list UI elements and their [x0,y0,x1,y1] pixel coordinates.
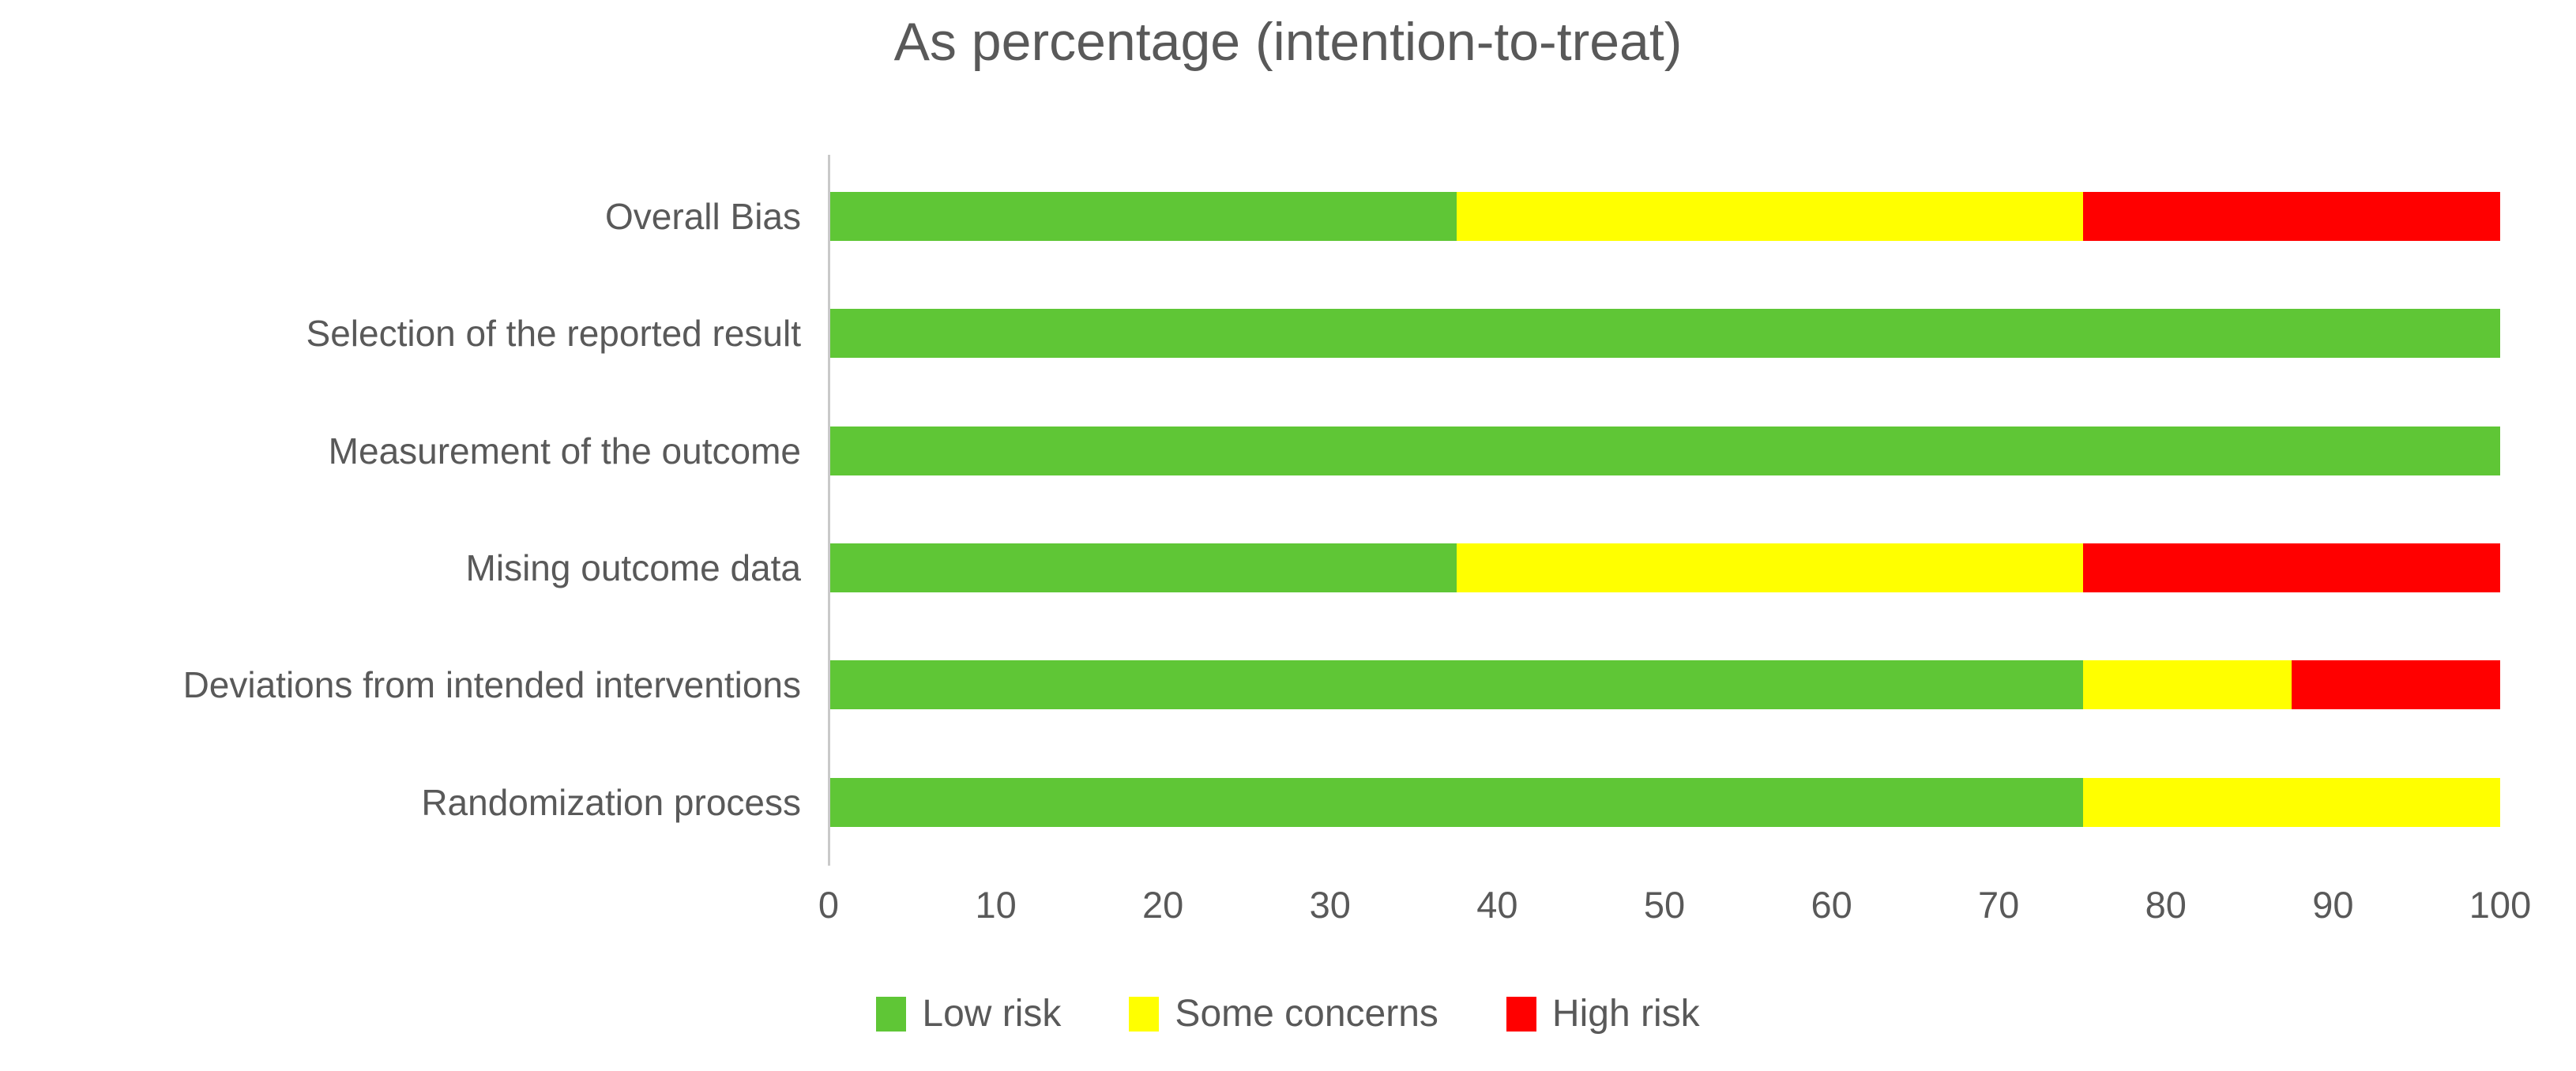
plot-area: Overall Bias Selection of the reported re… [0,158,2500,861]
chart-row-deviations-from-intended-interventions: Deviations from intended interventions [0,626,2500,743]
chart-row-selection-of-the-reported-result: Selection of the reported result [0,275,2500,392]
legend: Low risk Some concerns High risk [0,992,2576,1035]
x-tick-label-90: 90 [2312,884,2354,926]
legend-label-some-concerns: Some concerns [1175,993,1438,1035]
x-axis: 0 10 20 30 40 50 60 70 80 90 100 [818,883,2531,932]
bar-track-randomization-process [830,777,2500,827]
legend-item-low-risk: Low risk [876,992,1061,1035]
x-tick-label-80: 80 [2145,884,2187,926]
category-label-overall-bias: Overall Bias [605,196,801,238]
category-label-measurement-of-the-outcome: Measurement of the outcome [328,430,801,472]
x-tick-label-20: 20 [1142,884,1184,926]
bar-track-selection-of-the-reported-result [830,309,2500,359]
x-tick-label-50: 50 [1643,884,1686,926]
x-tick-label-100: 100 [2469,884,2532,926]
bar-segment-low-risk [830,543,1457,593]
chart-row-mising-outcome-data: Mising outcome data [0,509,2500,626]
x-tick-label-0: 0 [818,884,840,926]
category-label-deviations-from-intended-interventions: Deviations from intended interventions [182,664,801,706]
legend-label-low-risk: Low risk [922,993,1062,1035]
chart-title: As percentage (intention-to-treat) [893,12,1683,72]
legend-item-some-concerns: Some concerns [1129,992,1438,1035]
legend-swatch-icon-some-concerns [1129,996,1160,1032]
bar-track-overall-bias [830,192,2500,242]
x-tick-label-30: 30 [1309,884,1351,926]
bar-track-measurement-of-the-outcome [830,426,2500,475]
category-label-selection-of-the-reported-result: Selection of the reported result [306,313,801,355]
x-tick-label-10: 10 [975,884,1017,926]
bar-segment-low-risk [830,660,2083,710]
bar-track-deviations-from-intended-interventions [830,660,2500,710]
x-tick-label-40: 40 [1476,884,1518,926]
y-axis-line [828,155,830,866]
legend-label-high-risk: High risk [1551,993,1700,1035]
bar-segment-low-risk [830,777,2083,827]
category-label-mising-outcome-data: Mising outcome data [465,547,801,589]
bar-segment-low-risk [830,192,1457,242]
x-tick-label-70: 70 [1978,884,2020,926]
chart-row-randomization-process: Randomization process [0,744,2500,861]
legend-item-high-risk: High risk [1506,992,1700,1035]
bar-segment-some-concerns [1456,543,2083,593]
category-label-randomization-process: Randomization process [421,781,801,823]
chart-row-overall-bias: Overall Bias [0,158,2500,275]
bar-segment-low-risk [830,309,2500,359]
bar-segment-high-risk [2082,543,2500,593]
bar-segment-low-risk [830,426,2500,475]
legend-swatch-icon-low-risk [876,996,907,1032]
chart-row-measurement-of-the-outcome: Measurement of the outcome [0,393,2500,509]
legend-swatch-icon-high-risk [1506,996,1536,1032]
bar-segment-some-concerns [1456,192,2083,242]
bar-segment-some-concerns [2082,777,2500,827]
bar-segment-some-concerns [2082,660,2292,710]
bar-segment-high-risk [2082,192,2500,242]
bar-segment-high-risk [2291,660,2500,710]
x-tick-label-60: 60 [1811,884,1852,926]
bar-track-mising-outcome-data [830,543,2500,593]
